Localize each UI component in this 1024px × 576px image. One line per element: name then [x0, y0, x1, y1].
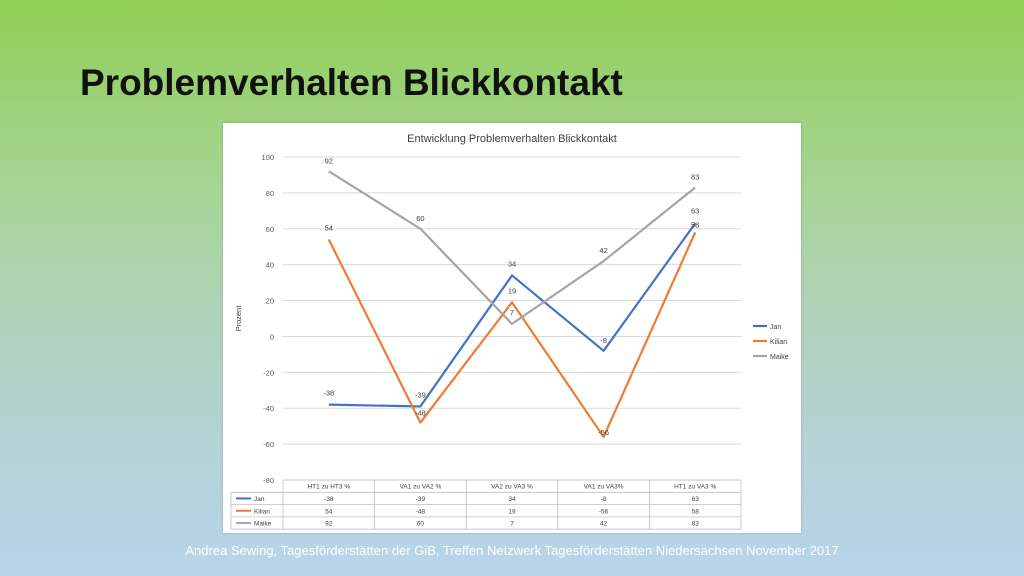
- series-line-kilian: [327, 231, 697, 439]
- legend-label: Kilian: [770, 339, 787, 346]
- table-cell: 7: [510, 521, 514, 528]
- data-label: 7: [510, 308, 514, 317]
- y-tick-label: 80: [266, 189, 274, 198]
- data-label: -56: [598, 428, 609, 437]
- table-header-cell: VA2 zu VA3 %: [491, 484, 533, 491]
- table-cell: 42: [600, 521, 608, 528]
- data-label: 34: [508, 259, 516, 268]
- chart-panel: Entwicklung Problemverhalten Blickkontak…: [223, 123, 801, 533]
- table-cell: -56: [599, 508, 609, 515]
- data-label: 54: [325, 224, 333, 233]
- table-series-name: Kilian: [254, 508, 270, 515]
- data-label: 83: [691, 173, 699, 182]
- data-label: 92: [325, 156, 333, 165]
- table-cell: 58: [692, 508, 700, 515]
- y-axis-label: Prozent: [234, 305, 243, 332]
- series-line-maike: [328, 170, 696, 325]
- table-cell: 63: [692, 496, 700, 503]
- slide-title: Problemverhalten Blickkontakt: [80, 62, 623, 103]
- y-tick-label: 60: [266, 225, 274, 234]
- table-cell: -39: [416, 496, 426, 503]
- data-label: 60: [416, 214, 424, 223]
- data-label: -39: [415, 390, 426, 399]
- table-cell: 54: [325, 508, 333, 515]
- table-header-cell: VA1 zu VA3%: [584, 484, 624, 491]
- legend-label: Maike: [770, 354, 789, 361]
- chart-title: Entwicklung Problemverhalten Blickkontak…: [407, 133, 617, 145]
- y-tick-label: -80: [263, 476, 274, 485]
- table-series-name: Maike: [254, 521, 272, 528]
- table-cell: 19: [508, 508, 516, 515]
- y-tick-label: -60: [263, 440, 274, 449]
- table-header-cell: VA1 zu VA2 %: [400, 484, 442, 491]
- table-header-cell: HT1 zu HT3 %: [307, 484, 350, 491]
- chart-svg: Entwicklung Problemverhalten Blickkontak…: [230, 133, 789, 530]
- y-tick-label: -40: [263, 404, 274, 413]
- y-tick-label: 40: [266, 261, 274, 270]
- legend-label: Jan: [770, 324, 781, 331]
- y-tick-label: 20: [266, 297, 274, 306]
- table-cell: 34: [508, 496, 516, 503]
- y-tick-label: 0: [270, 332, 274, 341]
- data-label: -38: [323, 389, 334, 398]
- data-label: 58: [691, 220, 699, 229]
- table-cell: 92: [325, 521, 333, 528]
- table-series-name: Jan: [254, 496, 265, 503]
- data-label: -48: [415, 409, 426, 418]
- table-cell: -8: [601, 496, 607, 503]
- series-line-jan: [328, 222, 697, 408]
- data-label: -8: [600, 336, 607, 345]
- data-label: 19: [508, 286, 516, 295]
- table-cell: -38: [324, 496, 334, 503]
- y-tick-label: 100: [261, 153, 274, 162]
- data-label: 42: [599, 246, 607, 255]
- table-header-cell: HT1 zu VA3 %: [674, 484, 716, 491]
- table-cell: 60: [417, 521, 425, 528]
- y-tick-label: -20: [263, 368, 274, 377]
- table-cell: 83: [692, 521, 700, 528]
- table-cell: -48: [416, 508, 426, 515]
- data-label: 63: [691, 206, 699, 215]
- footer-text: Andrea Sewing, Tagesförderstätten der Gi…: [185, 543, 839, 558]
